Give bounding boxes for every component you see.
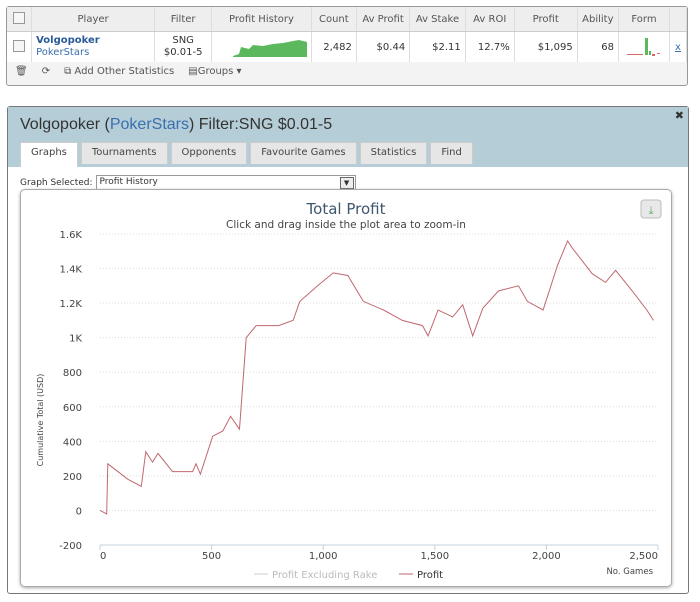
chart-title: Total Profit — [306, 200, 386, 218]
count-cell: 2,482 — [311, 31, 357, 62]
filter-stake: $0.01-5 — [163, 47, 203, 58]
y-tick-label: 400 — [63, 437, 82, 448]
remove-row-link[interactable]: x — [669, 31, 687, 62]
av-stake-cell: $2.11 — [409, 31, 466, 62]
col-form[interactable]: Form — [618, 7, 670, 32]
graph-select[interactable]: Profit History ▼ — [95, 175, 356, 190]
add-statistics-button[interactable]: ⧉ Add Other Statistics — [64, 66, 174, 77]
x-axis-label: No. Games — [606, 567, 653, 577]
x-tick-label: 2,500 — [629, 551, 658, 562]
ability-cell: 68 — [577, 31, 620, 62]
y-tick-label: 600 — [63, 403, 82, 414]
profit-chart[interactable]: Total Profit Click and drag inside the p… — [21, 190, 671, 586]
refresh-icon[interactable]: ⟳ — [41, 66, 51, 77]
chevron-down-icon: ▾ — [236, 66, 242, 77]
col-profit-history[interactable]: Profit History — [211, 7, 312, 32]
player-dialog: Volgopoker (PokerStars) Filter:SNG $0.01… — [7, 106, 689, 594]
chart-container[interactable]: Total Profit Click and drag inside the p… — [20, 189, 672, 587]
col-player[interactable]: Player — [31, 7, 156, 32]
title-site-link[interactable]: PokerStars — [109, 116, 189, 133]
x-tick-label: 500 — [202, 551, 221, 562]
profit-sparkline — [211, 31, 312, 62]
col-av-profit[interactable]: Av Profit — [356, 7, 411, 32]
select-all-checkbox[interactable] — [13, 11, 26, 24]
tab-find[interactable]: Find — [430, 142, 473, 164]
y-tick-label: 1.4K — [60, 265, 83, 276]
player-link[interactable]: Volgopoker — [36, 35, 100, 46]
profit-cell: $1,095 — [514, 31, 578, 62]
groups-dropdown[interactable]: ▤Groups ▾ — [188, 66, 241, 77]
player-grid: Player Filter Profit History Count Av Pr… — [6, 6, 688, 86]
graph-select-value: Profit History — [99, 177, 158, 187]
row-checkbox[interactable] — [13, 39, 26, 52]
sparkline-chart — [232, 39, 307, 57]
legend-excluding-rake[interactable]: Profit Excluding Rake — [272, 570, 377, 581]
groups-label: Groups — [197, 66, 234, 77]
profit-series-line — [99, 239, 654, 515]
tab-favourite-games[interactable]: Favourite Games — [250, 142, 357, 164]
dropdown-arrow-icon[interactable]: ▼ — [339, 177, 354, 189]
y-tick-label: 0 — [76, 506, 82, 517]
groups-icon: ▤ — [188, 66, 198, 77]
x-tick-label: 2,000 — [532, 551, 561, 562]
chart-subtitle: Click and drag inside the plot area to z… — [226, 219, 466, 231]
close-icon[interactable]: ✖ — [674, 109, 684, 122]
title-filter: Filter:SNG $0.01-5 — [198, 116, 333, 133]
add-statistics-label: Add Other Statistics — [74, 66, 175, 77]
tab-opponents[interactable]: Opponents — [170, 142, 248, 164]
graph-selector: Graph Selected: Profit History ▼ — [20, 175, 356, 190]
av-profit-cell: $0.44 — [356, 31, 411, 62]
window-icon: ⧉ — [64, 66, 75, 77]
av-roi-cell: 12.7% — [465, 31, 515, 62]
col-count[interactable]: Count — [311, 7, 357, 32]
export-button[interactable]: ⤓ — [640, 199, 662, 219]
y-tick-label: 800 — [63, 368, 82, 379]
legend: Profit Excluding Rake Profit — [254, 570, 443, 581]
filter-type: SNG — [172, 35, 194, 46]
y-tick-label: 1.2K — [60, 299, 83, 310]
trash-icon[interactable]: 🗑 — [15, 66, 28, 77]
dialog-title: Volgopoker (PokerStars) Filter:SNG $0.01… — [20, 116, 333, 133]
col-ability[interactable]: Ability — [577, 7, 620, 32]
tab-statistics[interactable]: Statistics — [359, 142, 428, 164]
tab-graphs[interactable]: Graphs — [20, 142, 78, 167]
title-player: Volgopoker — [20, 116, 101, 133]
select-all-header[interactable] — [7, 7, 33, 32]
y-axis-label: Cumulative Total (USD) — [36, 374, 45, 467]
col-filter[interactable]: Filter — [154, 7, 213, 32]
graph-selected-label: Graph Selected: — [20, 177, 93, 188]
y-tick-label: -200 — [59, 541, 82, 552]
x-tick-label: 0 — [100, 551, 106, 562]
tab-bar: Graphs Tournaments Opponents Favourite G… — [20, 142, 473, 167]
col-av-roi[interactable]: Av ROI — [465, 7, 515, 32]
site-link[interactable]: PokerStars — [36, 47, 90, 58]
col-profit[interactable]: Profit — [514, 7, 578, 32]
table-row[interactable]: Volgopoker PokerStars SNG $0.01-5 2,482 $0… — [7, 31, 687, 62]
y-tick-label: 200 — [63, 472, 82, 483]
download-icon: ⤓ — [649, 204, 654, 217]
dialog-header: Volgopoker (PokerStars) Filter:SNG $0.01… — [8, 107, 688, 167]
legend-profit[interactable]: Profit — [417, 570, 443, 581]
x-tick-label: 1,500 — [420, 551, 449, 562]
y-tick-label: 1K — [69, 334, 82, 345]
y-tick-label: 1.6K — [60, 230, 83, 241]
x-tick-label: 1,000 — [309, 551, 338, 562]
grid-toolbar: 🗑 ⟳ ⧉ Add Other Statistics ▤Groups ▾ — [7, 62, 687, 81]
col-av-stake[interactable]: Av Stake — [409, 7, 466, 32]
tab-tournaments[interactable]: Tournaments — [80, 142, 168, 164]
form-chart — [618, 31, 670, 62]
